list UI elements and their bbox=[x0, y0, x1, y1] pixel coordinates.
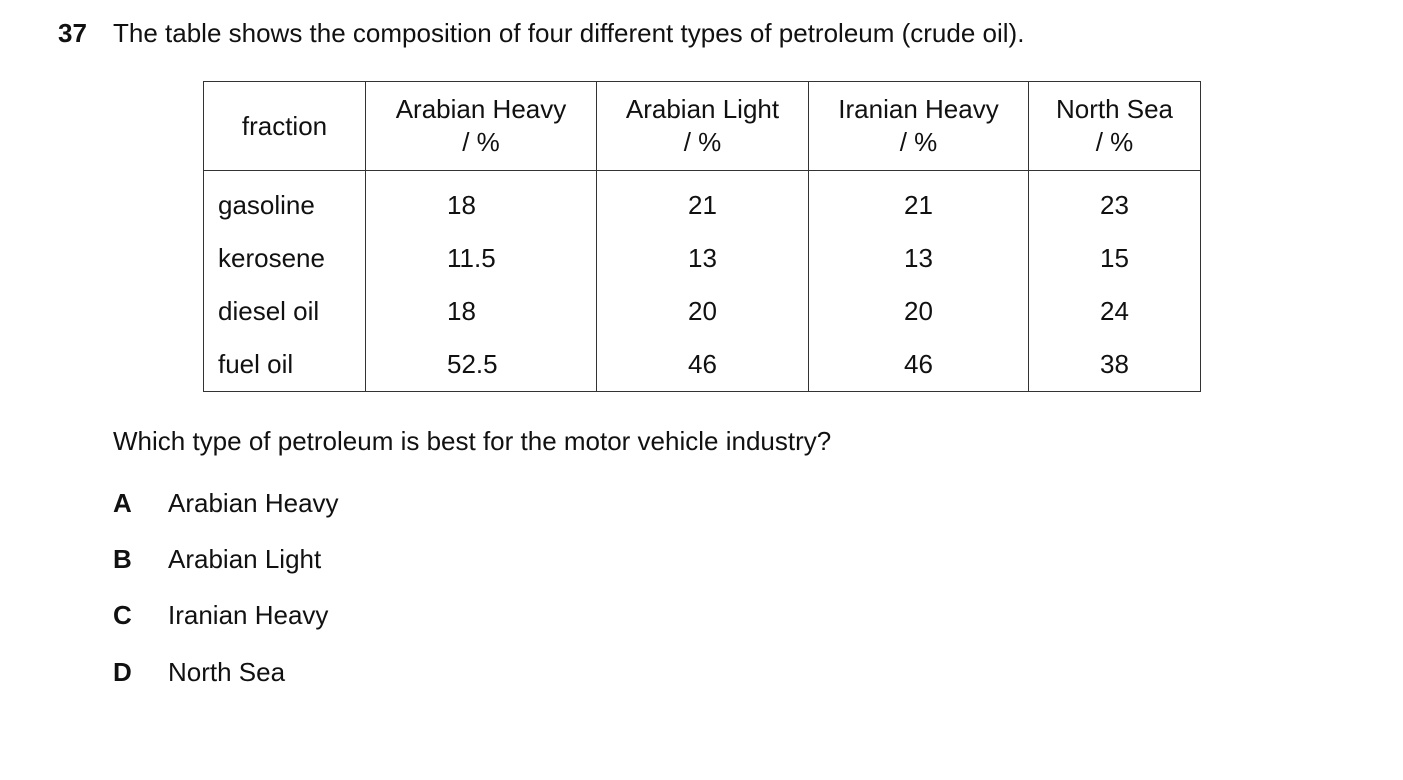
table-row: kerosene 11.5 13 13 15 bbox=[203, 232, 1201, 285]
value-cell: 21 bbox=[596, 170, 809, 232]
column-unit: / % bbox=[462, 127, 500, 157]
value-cell: 13 bbox=[808, 232, 1029, 285]
value-cell: 38 bbox=[1028, 338, 1201, 392]
option-text: North Sea bbox=[168, 657, 286, 687]
composition-table: fraction Arabian Heavy / % Arabian Light /… bbox=[203, 81, 1201, 392]
question-stem: The table shows the composition of four … bbox=[113, 18, 1025, 48]
header-cell: North Sea / % bbox=[1028, 81, 1201, 171]
table-row: diesel oil 18 20 20 24 bbox=[203, 285, 1201, 338]
value-cell: 24 bbox=[1028, 285, 1201, 338]
value-cell: 21 bbox=[808, 170, 1029, 232]
option-letter: C bbox=[113, 600, 132, 630]
option-text: Arabian Heavy bbox=[168, 488, 339, 518]
value-cell: 18 bbox=[365, 285, 597, 338]
column-unit: / % bbox=[1095, 127, 1134, 157]
value-cell: 46 bbox=[596, 338, 809, 392]
fraction-cell: gasoline bbox=[203, 170, 366, 232]
question-number: 37 bbox=[58, 18, 87, 48]
fraction-cell: fuel oil bbox=[203, 338, 366, 392]
fraction-cell: kerosene bbox=[203, 232, 366, 285]
table-row: gasoline 18 21 21 23 bbox=[203, 170, 1201, 232]
column-unit: / % bbox=[899, 127, 938, 157]
header-cell: Arabian Heavy / % bbox=[365, 81, 597, 171]
header-cell: fraction bbox=[203, 81, 366, 171]
fraction-cell: diesel oil bbox=[203, 285, 366, 338]
column-unit: / % bbox=[683, 127, 722, 157]
option-letter: B bbox=[113, 544, 132, 574]
table-body: gasoline 18 21 21 23 kerosene 11.5 13 13 15 diesel… bbox=[203, 170, 1201, 392]
value-cell: 11.5 bbox=[365, 232, 597, 285]
value-cell: 23 bbox=[1028, 170, 1201, 232]
column-name: Arabian Heavy bbox=[395, 94, 567, 124]
option-letter: A bbox=[113, 488, 132, 518]
value-cell: 13 bbox=[596, 232, 809, 285]
question-prompt: Which type of petroleum is best for the … bbox=[113, 426, 832, 456]
option-letter: D bbox=[113, 657, 132, 687]
value-cell: 20 bbox=[808, 285, 1029, 338]
table-row: fuel oil 52.5 46 46 38 bbox=[203, 338, 1201, 392]
value-cell: 52.5 bbox=[365, 338, 597, 392]
value-cell: 15 bbox=[1028, 232, 1201, 285]
header-cell: Arabian Light / % bbox=[596, 81, 809, 171]
value-cell: 20 bbox=[596, 285, 809, 338]
column-name: Iranian Heavy bbox=[838, 94, 999, 124]
value-cell: 18 bbox=[365, 170, 597, 232]
value-cell: 46 bbox=[808, 338, 1029, 392]
option-text: Arabian Light bbox=[168, 544, 322, 574]
column-name: Arabian Light bbox=[625, 94, 780, 124]
header-row: fraction Arabian Heavy / % Arabian Light /… bbox=[203, 81, 1201, 171]
option-text: Iranian Heavy bbox=[168, 600, 329, 630]
column-name: North Sea bbox=[1055, 94, 1174, 124]
header-cell: Iranian Heavy / % bbox=[808, 81, 1029, 171]
